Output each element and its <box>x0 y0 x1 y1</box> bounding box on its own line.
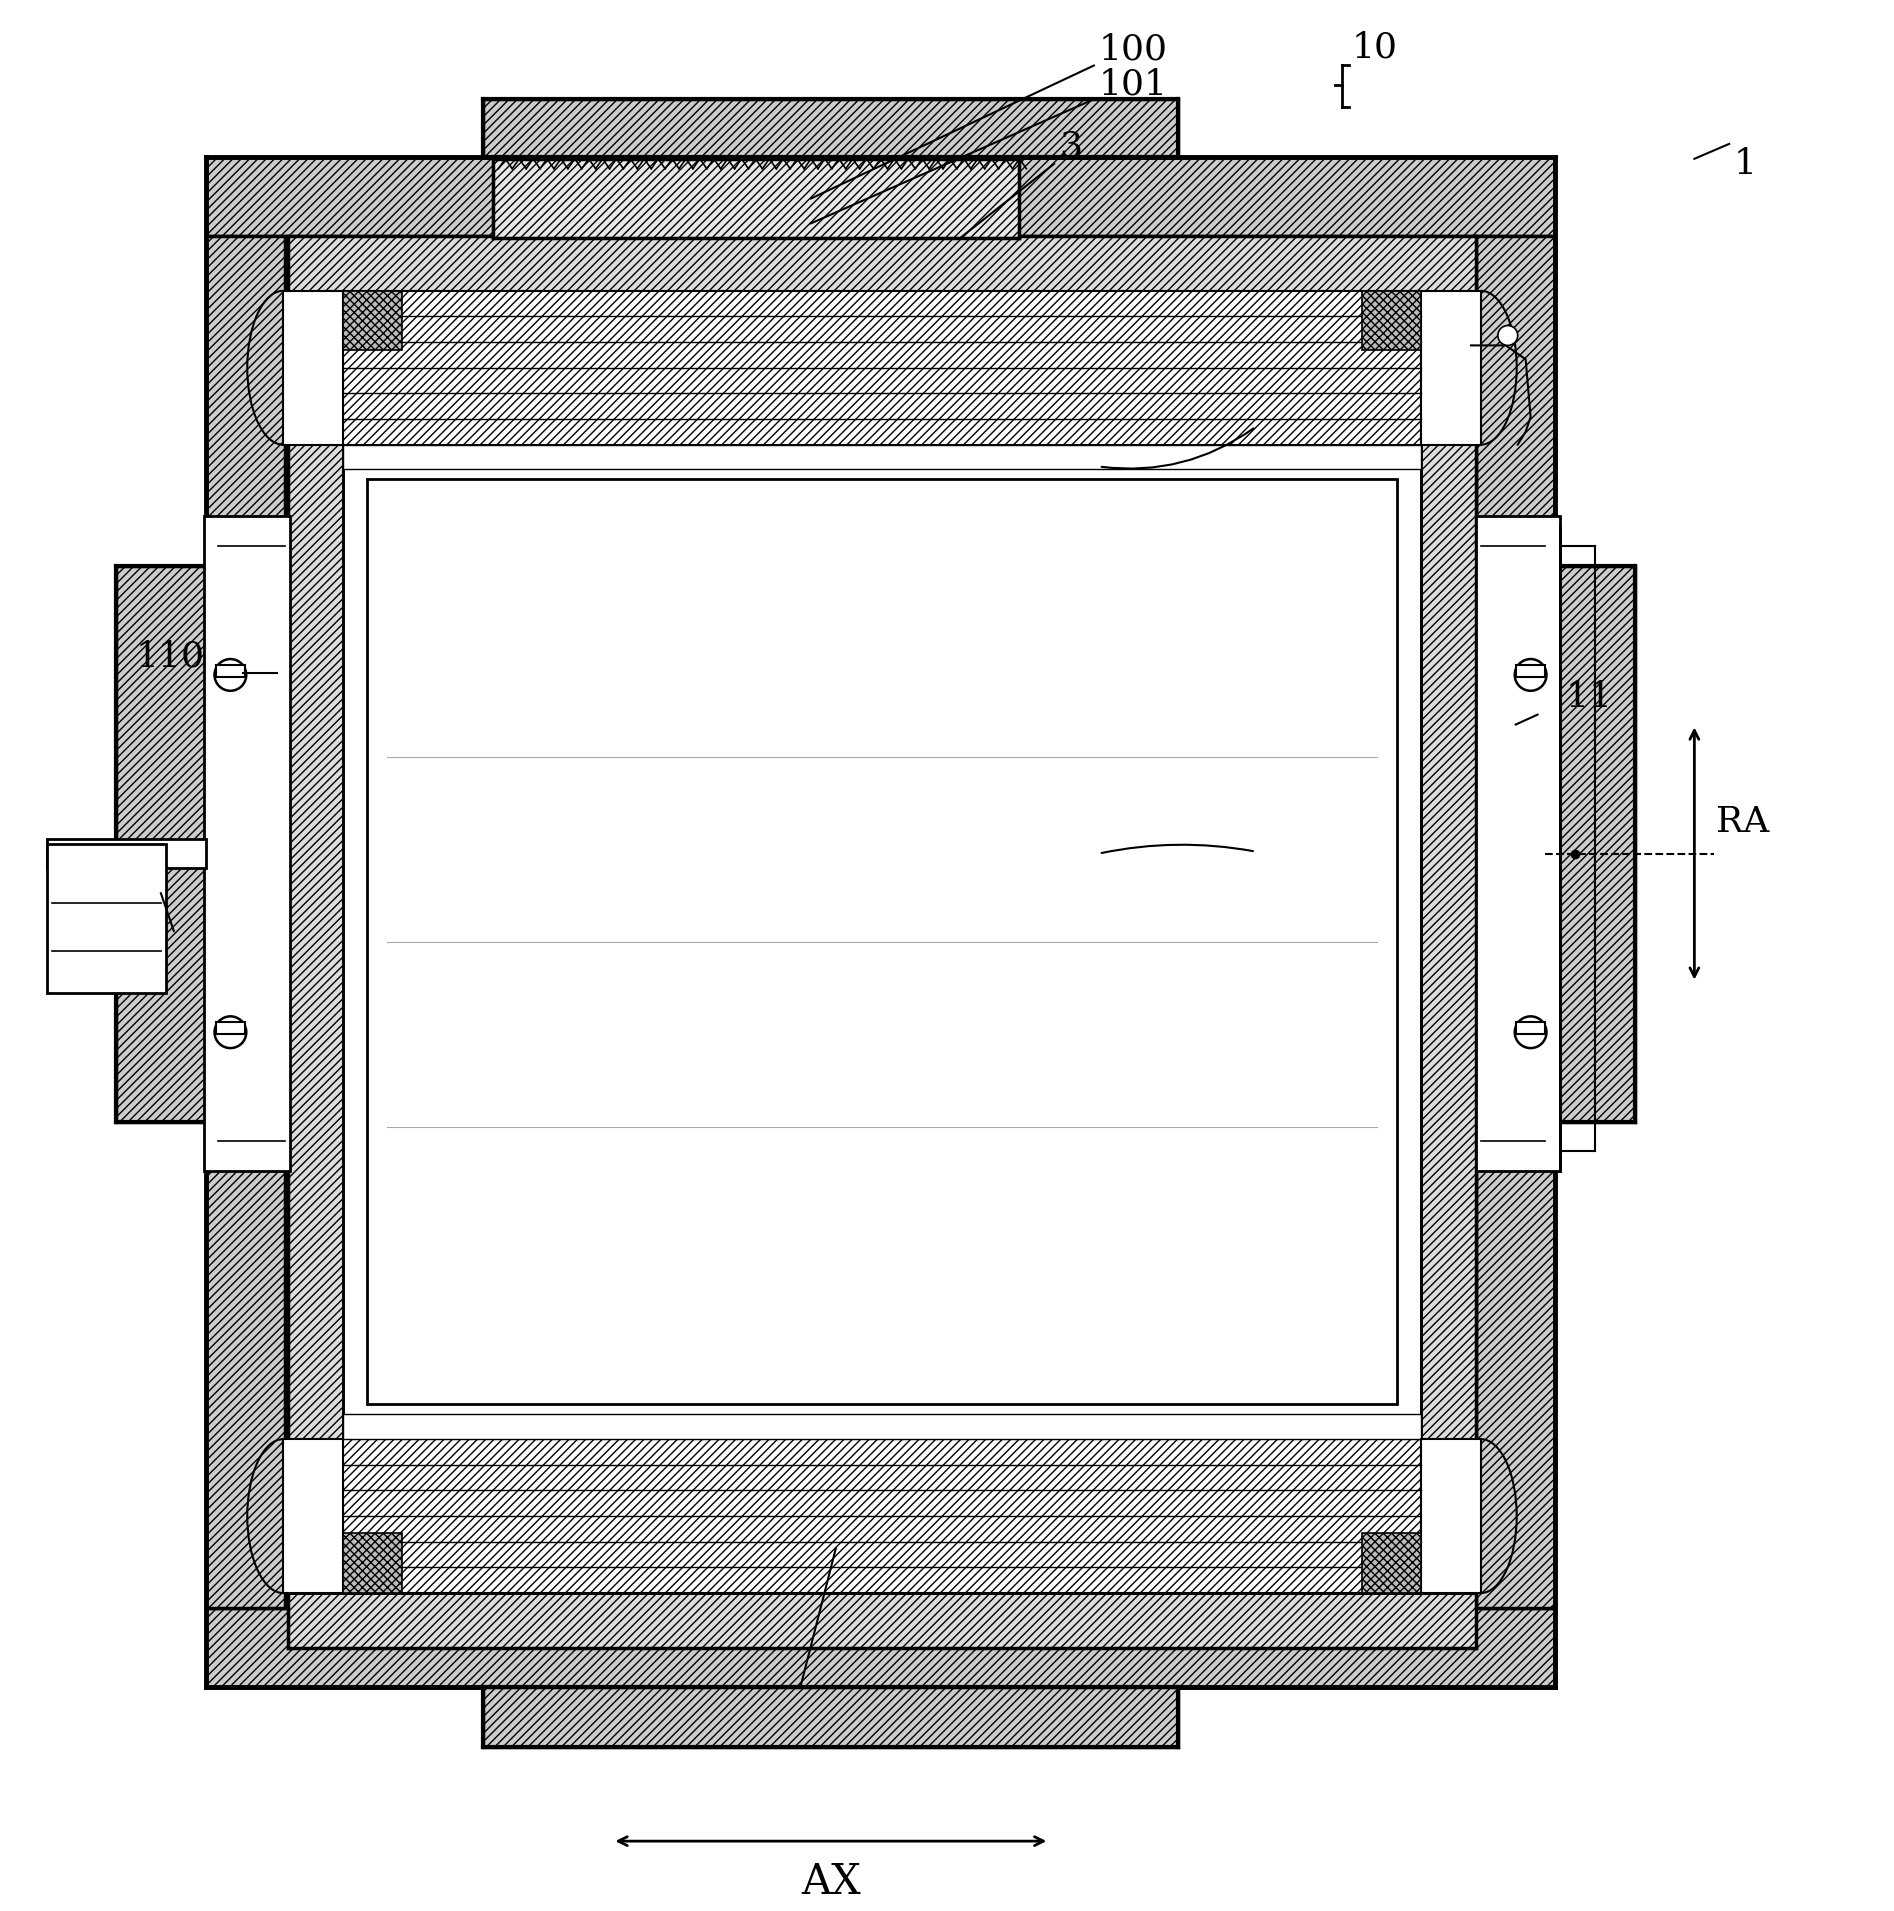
Text: RA: RA <box>1716 805 1769 839</box>
Text: 101: 101 <box>1099 67 1169 101</box>
Bar <box>343 1533 402 1594</box>
Circle shape <box>1515 1017 1547 1047</box>
Text: 1: 1 <box>1735 147 1758 182</box>
Bar <box>343 1439 1420 1594</box>
Bar <box>494 159 1019 239</box>
Text: AX: AX <box>801 1861 860 1903</box>
Circle shape <box>1498 325 1517 346</box>
Bar <box>343 290 1420 445</box>
Bar <box>1420 290 1475 1594</box>
Bar <box>483 99 1178 157</box>
Bar <box>483 1687 1178 1747</box>
Text: 20: 20 <box>87 856 133 891</box>
Bar <box>1420 1439 1481 1594</box>
Bar <box>343 1414 1420 1439</box>
Bar <box>116 566 206 1122</box>
Text: 2: 2 <box>1258 390 1280 424</box>
Text: 2: 2 <box>1258 816 1280 850</box>
Bar <box>343 445 1420 470</box>
Bar <box>1515 1022 1546 1034</box>
Bar <box>203 516 290 1171</box>
Bar <box>1362 290 1420 350</box>
Bar <box>282 1439 343 1594</box>
Bar <box>288 1594 1475 1647</box>
Bar <box>1555 566 1635 1122</box>
Bar <box>288 237 1475 290</box>
Bar <box>1362 1533 1420 1594</box>
Bar <box>1515 665 1546 676</box>
Bar <box>1475 516 1561 1171</box>
Text: 111: 111 <box>1544 680 1612 713</box>
Text: 100: 100 <box>1099 32 1169 67</box>
Bar <box>216 1022 246 1034</box>
Bar <box>343 290 402 350</box>
Text: 3: 3 <box>826 1510 849 1544</box>
Text: 10: 10 <box>1352 31 1398 65</box>
Text: 110: 110 <box>136 640 205 675</box>
Bar <box>206 237 284 1607</box>
Bar <box>288 290 343 1594</box>
Circle shape <box>214 659 246 690</box>
Bar <box>216 665 246 676</box>
Bar <box>1475 237 1555 1607</box>
Bar <box>1420 290 1481 445</box>
Text: 3: 3 <box>1059 130 1081 164</box>
Bar <box>367 480 1396 1405</box>
Bar <box>206 157 1555 237</box>
Bar <box>47 839 206 868</box>
Bar <box>47 843 167 992</box>
Bar <box>206 1607 1555 1687</box>
Bar <box>282 290 343 445</box>
Circle shape <box>1515 659 1547 690</box>
Circle shape <box>214 1017 246 1047</box>
